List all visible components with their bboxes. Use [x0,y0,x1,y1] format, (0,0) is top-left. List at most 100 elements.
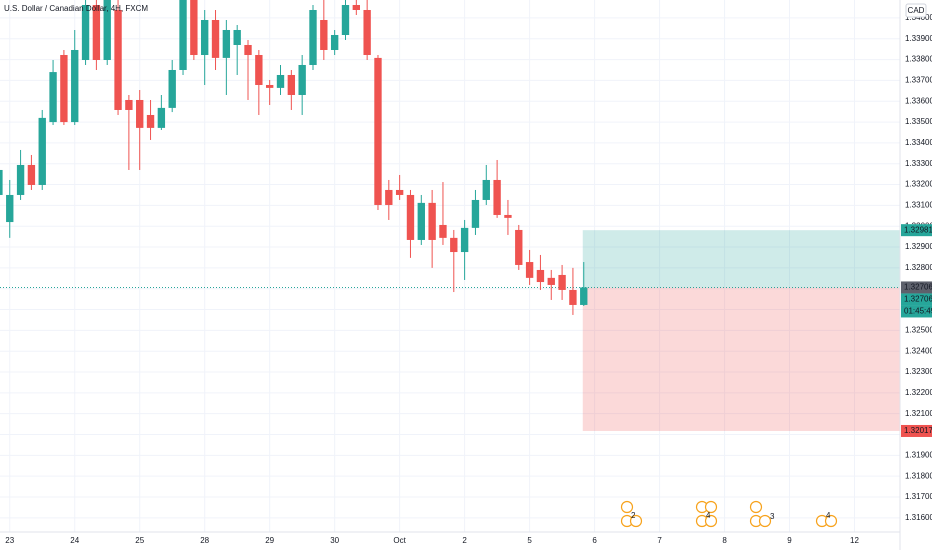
countdown-label-bg [901,305,932,318]
candle-body [330,34,339,50]
candle-body [71,49,79,123]
y-tick-label: 1.32200 [905,388,932,397]
x-tick-label: 30 [330,536,339,545]
y-tick-label: 1.33500 [905,117,932,126]
countdown-label: 01:45:49 [904,307,932,316]
y-tick-label: 1.32300 [905,367,932,376]
candle-body [439,224,447,238]
candle-body [114,9,122,110]
candle-body [201,19,209,55]
x-tick-label: 25 [135,536,144,545]
candle-body [190,0,198,55]
currency: CAD [908,6,925,15]
candle-body [265,84,274,88]
candle-body [471,199,480,228]
candle-body [460,227,469,253]
y-tick-label: 1.33300 [905,159,932,168]
event-icon [620,500,634,514]
candle-body [569,289,577,305]
y-tick-label: 1.32900 [905,242,932,251]
candle-body [580,287,588,305]
y-tick-label: 1.34000 [905,13,932,22]
candle-body [287,74,296,95]
candle-body [255,54,263,85]
candle-body [428,202,436,240]
candle-body [406,194,415,240]
stop-label-bg [901,424,932,437]
event-count: 4 [706,511,711,520]
x-tick-label: 24 [70,536,79,545]
candle-body [493,179,501,215]
candle-body [211,19,220,58]
candle-body [450,237,458,253]
candle-body [374,57,382,205]
currency-box [905,3,927,18]
x-tick-label: 6 [592,536,597,545]
candle-body [536,269,545,283]
x-tick-label: 8 [722,536,727,545]
y-tick-label: 1.33700 [905,76,932,85]
loss-zone [582,287,900,431]
candle-body [6,194,14,223]
last-price-label-bg [901,293,932,306]
entry-label: 1.32706 [904,283,932,292]
x-tick-label: 12 [850,536,859,545]
y-tick-label: 1.31700 [905,492,932,501]
target-label-bg [901,224,932,237]
stop-label: 1.32017 [904,426,932,435]
events: 2 4 3 4 [620,500,838,528]
y-tick-label: 1.32500 [905,325,932,334]
candle-body [558,274,566,290]
candle-body [525,262,534,278]
candle-body [16,164,25,195]
candle-body [168,69,176,108]
grid [0,0,900,532]
event-icon [758,514,772,528]
x-tick-label: 2 [462,536,467,545]
candle-body [276,74,285,88]
candle-body [125,99,133,110]
candle-body [136,99,144,128]
y-tick-label: 1.33100 [905,200,932,209]
candle-body [146,114,155,128]
y-tick-label: 1.32100 [905,409,932,418]
candle-body [395,189,404,195]
target-label: 1.32981 [904,225,932,234]
candle-body [103,0,111,60]
position-tool [0,230,900,431]
event-icon [704,514,718,528]
candles [0,0,588,315]
y-tick-label: 1.33900 [905,34,932,43]
candle-body [157,107,166,128]
event-icon [824,514,838,528]
candle-body [222,29,231,58]
candle-body [81,4,90,60]
y-tick-label: 1.31800 [905,471,932,480]
candle-body [515,229,523,265]
candle-body [27,164,36,185]
x-tick-label: 23 [5,536,14,545]
candle-body [504,214,512,218]
y-tick-label: 1.32800 [905,263,932,272]
event-icon [749,500,763,514]
candle-body [49,72,57,123]
x-tick-label: 5 [527,536,532,545]
event-count: 2 [631,511,636,520]
candle-body [320,19,328,50]
event-count: 4 [826,511,831,520]
entry-label-bg [901,281,932,294]
x-tick-label: Oct [393,536,406,545]
x-tick-label: 29 [265,536,274,545]
x-tick-label: 9 [787,536,792,545]
candle-body [38,117,46,185]
candle-body [60,54,68,123]
x-tick-label: 7 [657,536,662,545]
candle-body [547,277,555,285]
candle-body [482,179,490,200]
candle-body [417,202,425,240]
last-price-label: 1.32706 [904,295,932,304]
y-tick-label: 1.33600 [905,96,932,105]
